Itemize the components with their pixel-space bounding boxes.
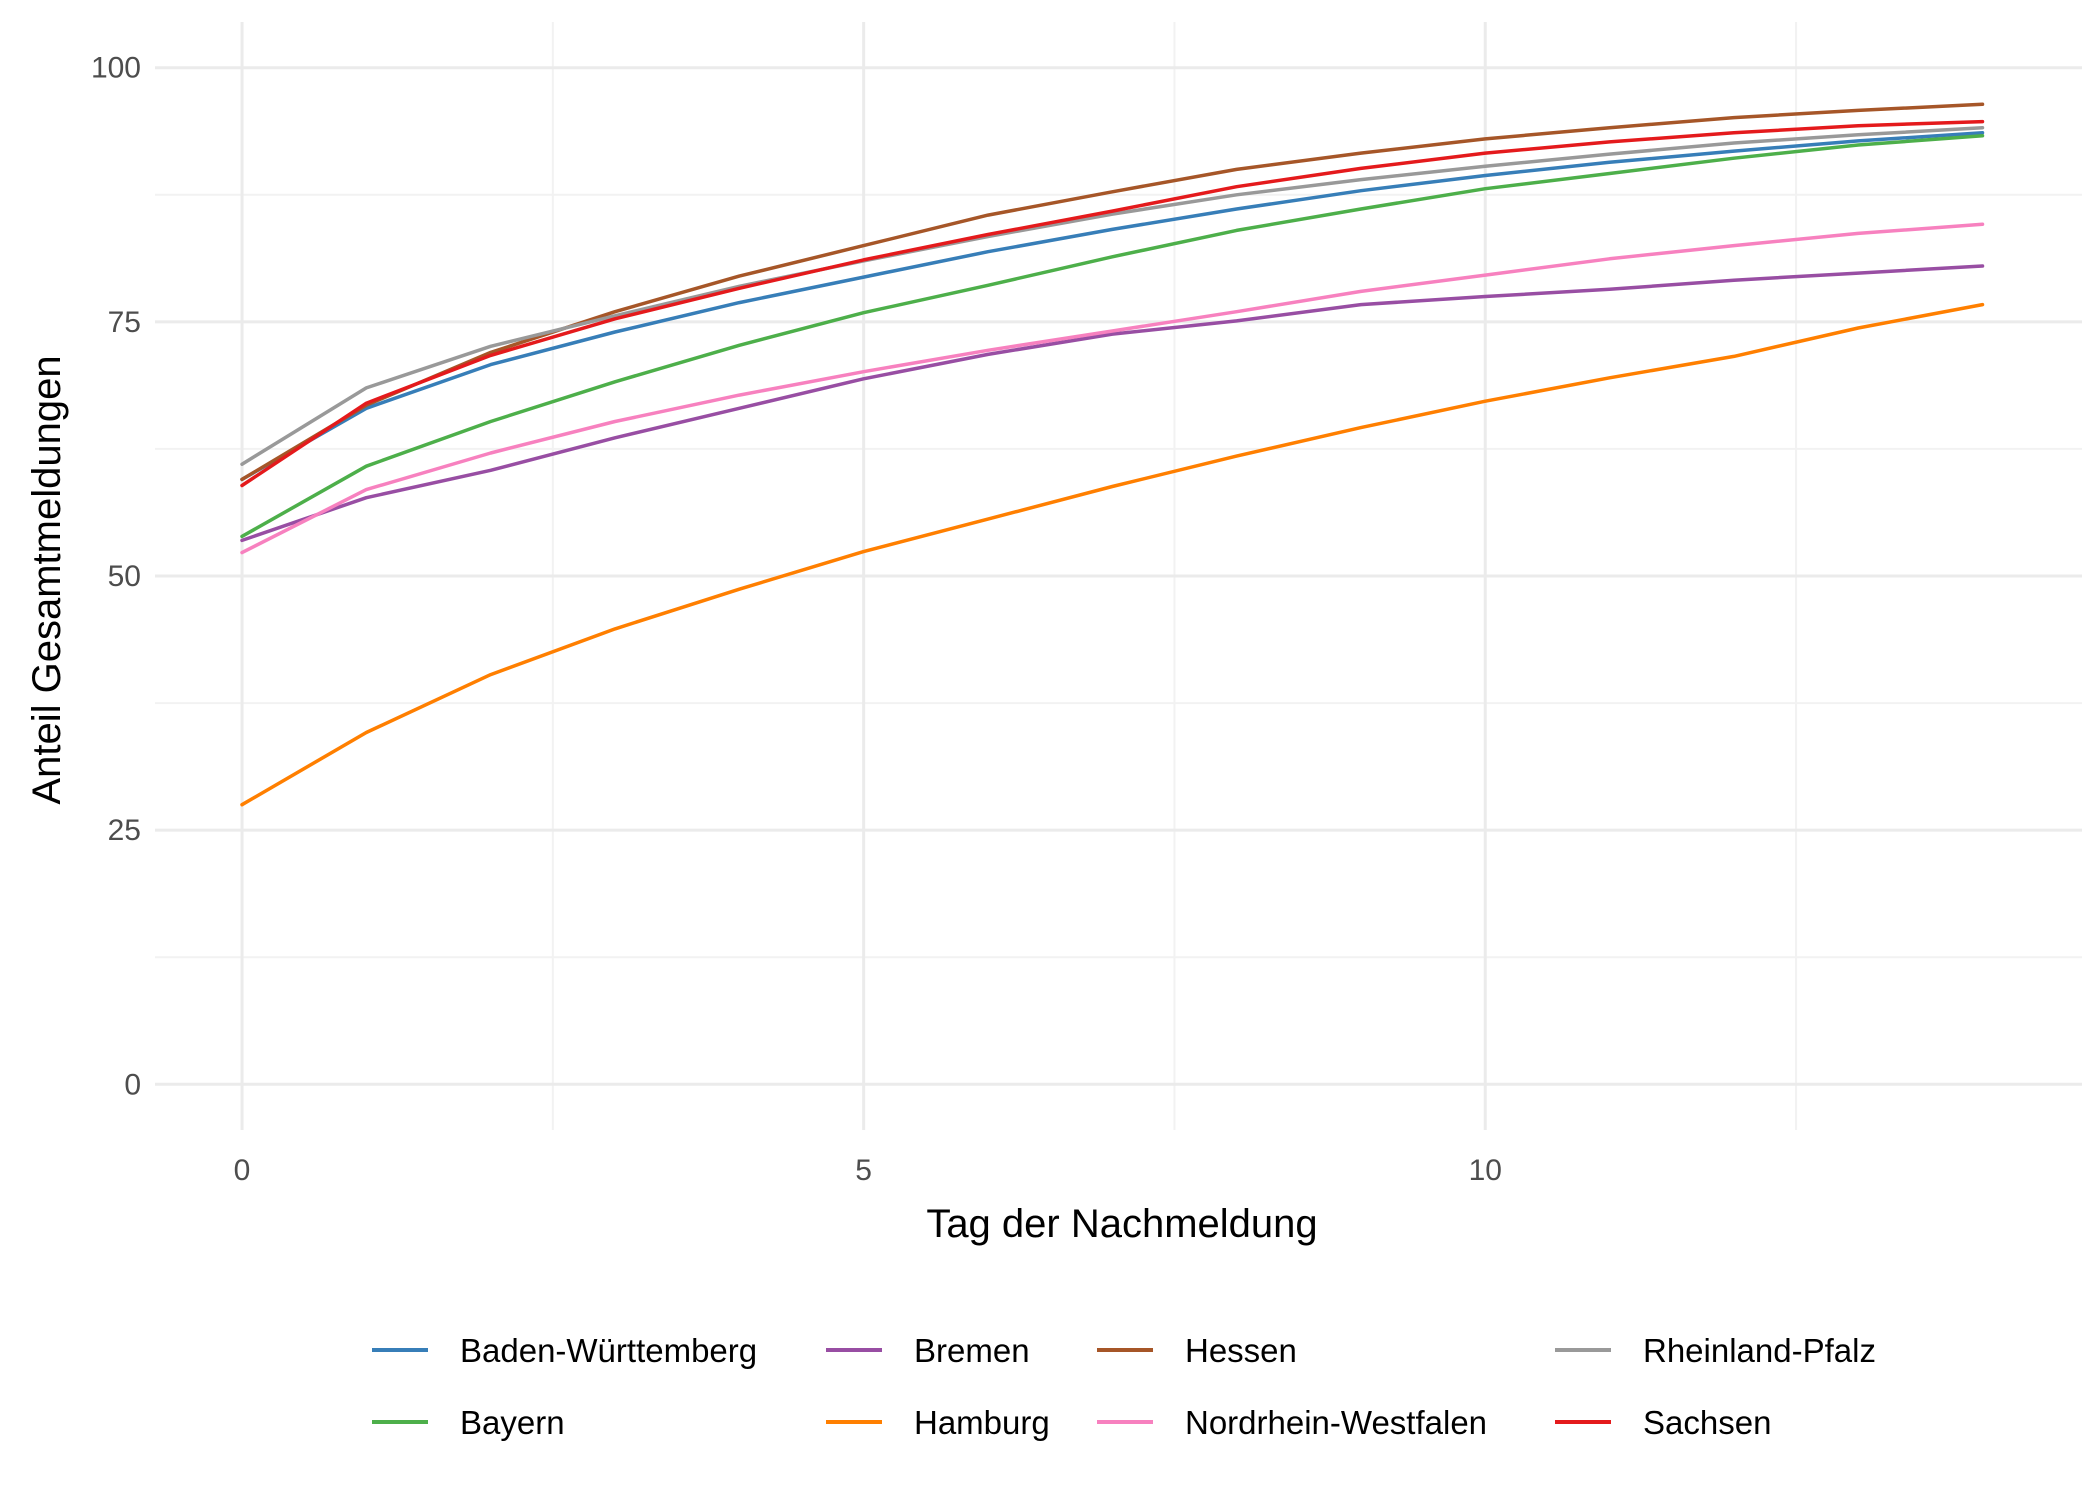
y-tick-label: 25 xyxy=(108,814,141,847)
x-tick-label: 10 xyxy=(1469,1154,1502,1187)
x-axis-title: Tag der Nachmeldung xyxy=(926,1202,1317,1246)
legend-label-nordrhein-westfalen: Nordrhein-Westfalen xyxy=(1185,1404,1487,1441)
y-tick-label: 50 xyxy=(108,560,141,593)
y-axis-title: Anteil Gesamtmeldungen xyxy=(25,355,69,804)
x-tick-labels: 0 5 10 xyxy=(234,1154,1502,1187)
legend-label-baden-wuerttemberg: Baden-Württemberg xyxy=(460,1332,757,1369)
series-line-bayern xyxy=(240,134,1985,539)
y-tick-label: 100 xyxy=(91,52,141,85)
series-line-baden-wuerttemberg xyxy=(240,131,1985,482)
y-tick-label: 0 xyxy=(124,1068,141,1101)
y-tick-label: 75 xyxy=(108,306,141,339)
x-tick-label: 5 xyxy=(855,1154,872,1187)
series-line-hamburg xyxy=(240,302,1985,807)
series-line-nordrhein-westfalen xyxy=(240,222,1985,555)
legend: Baden-Württemberg Bayern Bremen Hamburg Hess… xyxy=(372,1332,1876,1441)
series-line-hessen xyxy=(240,102,1985,482)
y-tick-labels: 0 25 50 75 100 xyxy=(91,52,141,1102)
x-tick-label: 0 xyxy=(234,1154,251,1187)
series-line-rheinland-pfalz xyxy=(240,125,1985,466)
legend-label-hamburg: Hamburg xyxy=(914,1404,1050,1441)
series-lines xyxy=(240,102,1985,807)
series-line-sachsen xyxy=(240,119,1985,488)
major-gridlines xyxy=(155,22,2082,1130)
legend-label-rheinland-pfalz: Rheinland-Pfalz xyxy=(1643,1332,1876,1369)
legend-label-hessen: Hessen xyxy=(1185,1332,1297,1369)
series-line-bremen xyxy=(240,264,1985,543)
legend-label-bremen: Bremen xyxy=(914,1332,1030,1369)
legend-label-bayern: Bayern xyxy=(460,1404,565,1441)
legend-label-sachsen: Sachsen xyxy=(1643,1404,1771,1441)
